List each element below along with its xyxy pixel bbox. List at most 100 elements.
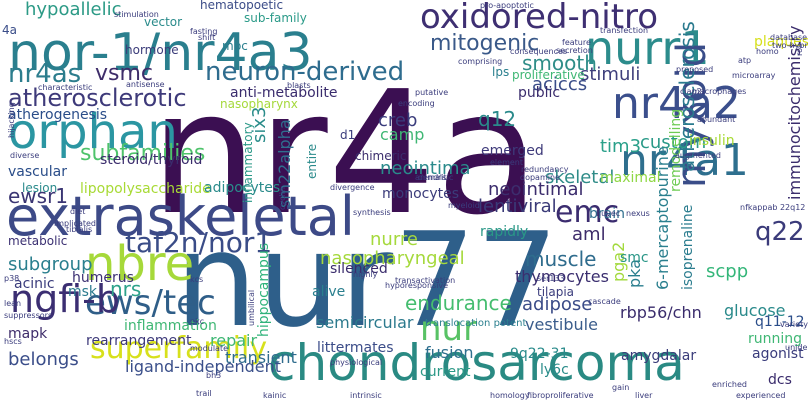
word-isoprenaline: isoprenaline [680,205,696,290]
word-characteristic: characteristic [38,83,92,92]
word-emerged: emerged [481,143,544,159]
word-microarray: microarray [732,71,776,80]
word-transactivation: transactivation [395,276,455,285]
word-public: public [518,85,560,101]
word-oxidored-nitro: oxidored-nitro [420,0,658,37]
word-dopamine: dopamine [520,173,560,182]
word-kainic: kainic [263,391,286,400]
word-experienced: experienced [736,391,785,400]
word-atp: atp [738,56,751,65]
word-alive: alive [312,284,345,300]
word-q11-12: q11-12 [755,314,805,330]
word-nfkappab-22q12: nfkappab 22q12 [740,203,805,212]
word-muscle: muscle [525,247,596,271]
word-vascular: vascular [8,164,67,180]
word-aciccs: aciccs [532,74,587,95]
word-myeloid: myeloid [448,201,480,210]
word-6-mercaptopurine: 6-mercaptopurine [653,146,672,290]
word-maximal: maximal [600,170,661,186]
word-taf2n-nor1: taf2n/nor1 [125,226,272,259]
word-nasopharyngeal: nasopharyngeal [320,248,465,269]
word-acinic: acinic [14,276,55,292]
word-pga2: pga2 [609,242,628,282]
word-implicated: implicated [54,219,96,228]
word-fibroproliferative: fibroproliferative [527,391,594,400]
word-nurr1: nurr1 [585,21,710,75]
word-glucose: glucose [724,301,786,320]
word-nexus: nexus [626,209,650,218]
word-synthesis: synthesis [353,208,391,217]
word-cyclin: cyclin [278,187,287,210]
word-inflammation: inflammation [124,318,217,334]
word-custom: custom [640,132,706,153]
word-brain: brain [589,206,625,222]
word-nasopharynx: nasopharynx [220,97,298,111]
word-hijacking: hijacking [7,102,16,138]
word-creb: creb [378,110,417,131]
word-atherogenesis: atherogenesis [8,107,107,123]
word-amygdalar: amygdalar [621,348,696,364]
word-steroid-thyroid: steroid/thyroid [100,152,202,168]
word-atherosclerotic: atherosclerotic [8,84,187,112]
word-mapk: mapk [8,326,48,342]
word-d1: d1 [340,128,355,142]
word-superfamily: superfamily [90,331,267,366]
word-plaques: plaques [754,34,808,50]
word-orphan: orphan [8,104,178,160]
word-bh3: bh3 [206,371,221,380]
word-anti-metabolite: anti-metabolite [230,85,338,101]
word-unidentified: unidentified [785,343,808,352]
word-myxoid: myxoid [669,42,715,188]
word-ser133: ser133 [537,274,565,283]
word-homology: homology [490,391,530,400]
word-vector: vector [144,15,182,29]
word-aml: aml [572,224,606,245]
word-feature: feature [562,38,591,47]
word-ly6c: ly6c [540,362,569,378]
word-subfamilies: subfamilies [80,141,205,166]
word-intrinsic: intrinsic [350,391,382,400]
word-insulin: insulin [689,133,735,149]
word-animals: animals [415,173,446,182]
word-chimeric: chimeric [355,149,406,163]
word-rapidly: rapidly [480,224,528,240]
word-liver: liver [635,391,653,400]
word-antisense: antisense [126,80,165,89]
word-cascade: cascade [588,297,621,306]
word-lean: lean [4,299,21,308]
word-adipocytes: adipocytes [204,180,280,196]
word-vestibule: vestibule [525,315,598,334]
word-comprising: comprising [458,57,502,66]
word-extraskeletal: extraskeletal [6,185,355,248]
word-repair: repair [210,331,257,350]
word-ligand-independent: ligand-independent [125,357,281,376]
word-pro-apoptotic: pro-apoptotic [480,1,534,10]
word-neointima: neointima [380,158,471,179]
word-ews-tec: ews/tec [85,283,216,323]
word-gain: gain [612,383,629,392]
word-shift: shift [198,33,215,42]
word-tilapia: tilapia [537,285,574,299]
word-enriched: enriched [712,380,747,389]
word-nurre: nurre [370,229,418,250]
word-nur77: nur77 [175,204,559,356]
word-current: current [420,364,471,380]
word-q22: q22 [755,217,805,247]
word-proposed: proposed [676,65,713,74]
word-lipopolysaccharide: lipopolysaccharide [80,181,211,197]
word-hyporesponsive: hyporesponsive [385,281,448,290]
word-chondrosarcoma: chondrosarcoma [268,334,685,392]
word-fusion: fusion [425,343,473,362]
word-smc: smc [620,250,649,266]
word-transfection: transfection [600,26,648,35]
word-skeletal: skeletal [545,167,614,188]
word-tim3: tim3 [600,136,641,157]
word-monocytes: monocytes [382,186,459,202]
word-variety: variety [780,320,808,329]
word-abundant: abundant [697,115,735,124]
word-blasts: blasts [287,81,311,90]
word-translocation-potent: translocation potent [425,318,526,329]
word-macrophages: macrophages [692,87,746,96]
word-littermates: littermates [317,340,394,356]
